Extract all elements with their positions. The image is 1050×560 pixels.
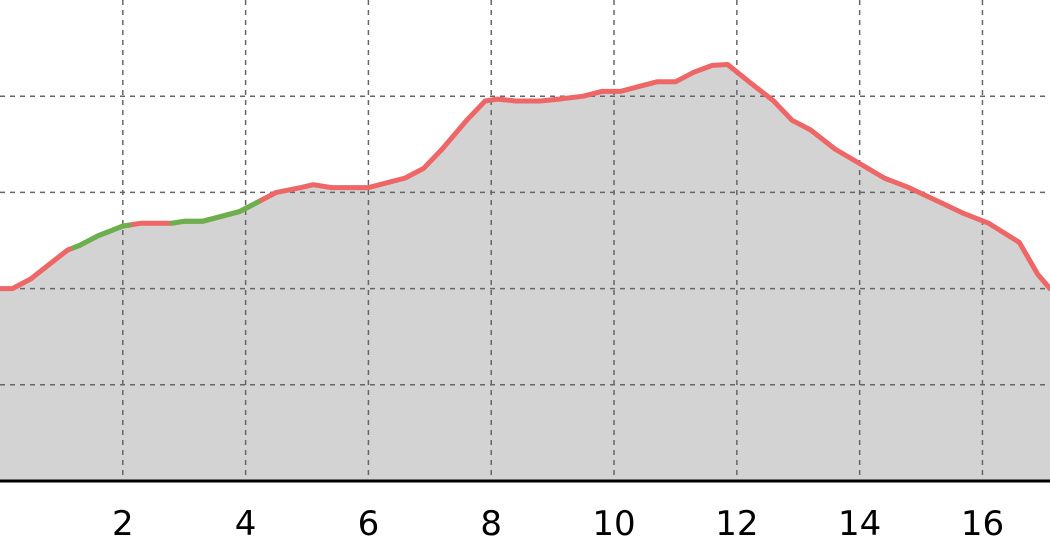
tick-labels-layer: 2 4 6 8 10 12 14 16 [112, 504, 1004, 544]
highlight-segment [71, 222, 132, 251]
area-fill [0, 64, 1050, 481]
highlight-segment [169, 199, 261, 226]
x-tick-label: 8 [480, 504, 502, 544]
x-tick-label: 12 [715, 504, 758, 544]
x-tick-label: 6 [358, 504, 380, 544]
elevation-line [0, 62, 1050, 292]
x-tick-label: 16 [961, 504, 1004, 544]
x-tick-label: 4 [235, 504, 257, 544]
x-tick-label: 14 [838, 504, 881, 544]
area-layer [0, 64, 1050, 481]
x-tick-label: 10 [592, 504, 635, 544]
grid-layer [0, 0, 1050, 481]
x-tick-label: 2 [112, 504, 134, 544]
line-layer [0, 62, 1050, 292]
